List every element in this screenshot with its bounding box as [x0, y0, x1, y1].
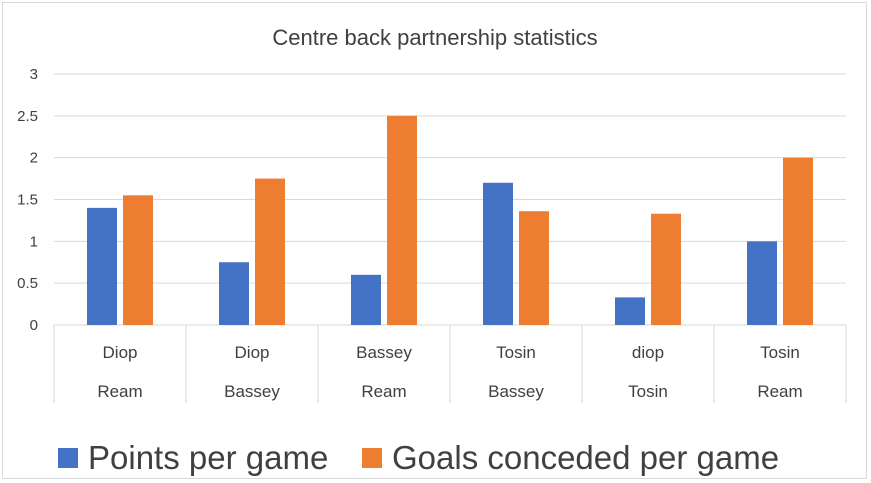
- bar-points-per-game: [87, 207, 117, 325]
- category-label-top: Tosin: [496, 343, 536, 362]
- category-label-top: diop: [632, 343, 664, 362]
- y-tick-label: 2.5: [17, 108, 38, 125]
- y-tick-label: 1.5: [17, 192, 38, 209]
- category-label-bottom: Ream: [757, 382, 802, 401]
- y-axis-ticks: 0 0.5 1 1.5 2 2.5 3: [17, 66, 38, 334]
- legend-label: Points per game: [88, 439, 328, 476]
- bar-goals-conceded: [651, 213, 681, 325]
- bar-points-per-game: [351, 274, 381, 325]
- category-label-top: Diop: [235, 343, 270, 362]
- category-label-top: Tosin: [760, 343, 800, 362]
- bar-points-per-game: [483, 182, 513, 325]
- bar-points-per-game: [219, 262, 249, 325]
- gridlines: [53, 73, 847, 403]
- category-label-top: Bassey: [356, 343, 412, 362]
- bar-goals-conceded: [783, 157, 813, 325]
- bar-goals-conceded: [255, 178, 285, 325]
- bar-goals-conceded: [387, 115, 417, 325]
- category-label-bottom: Ream: [97, 382, 142, 401]
- category-label-bottom: Ream: [361, 382, 406, 401]
- y-tick-label: 2: [30, 150, 38, 167]
- x-axis-categories: Diop Ream Diop Bassey Bassey Ream Tosin Bassey d…: [97, 343, 802, 401]
- y-tick-label: 3: [30, 66, 38, 83]
- bar-points-per-game: [747, 241, 777, 325]
- bar-goals-conceded: [519, 211, 549, 325]
- y-tick-label: 1: [30, 233, 38, 250]
- bar-goals-conceded: [123, 195, 153, 325]
- legend-swatch: [362, 448, 382, 468]
- y-tick-label: 0.5: [17, 275, 38, 292]
- y-tick-label: 0: [30, 317, 38, 334]
- bars: [87, 115, 813, 325]
- category-label-bottom: Bassey: [224, 382, 280, 401]
- legend: Points per game Goals conceded per game: [58, 439, 779, 476]
- category-label-bottom: Tosin: [628, 382, 668, 401]
- chart-title: Centre back partnership statistics: [272, 25, 597, 50]
- category-label-bottom: Bassey: [488, 382, 544, 401]
- legend-label: Goals conceded per game: [392, 439, 779, 476]
- bar-points-per-game: [615, 297, 645, 325]
- category-label-top: Diop: [103, 343, 138, 362]
- legend-swatch: [58, 448, 78, 468]
